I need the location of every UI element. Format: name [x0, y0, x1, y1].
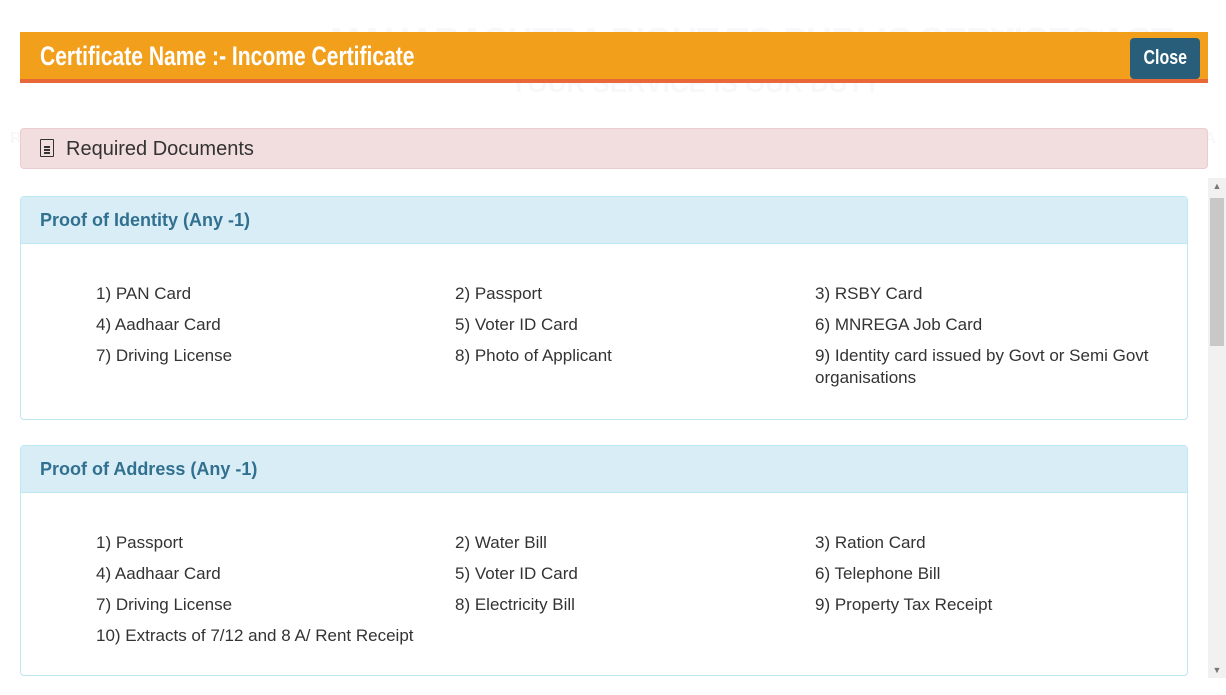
required-documents-label: Required Documents [66, 138, 254, 160]
document-list: 1) PAN Card 2) Passport 3) RSBY Card 4) … [96, 283, 1176, 389]
list-item: 6) Telephone Bill [815, 564, 941, 583]
required-documents-header: Required Documents [20, 128, 1208, 169]
list-item: 3) RSBY Card [815, 284, 923, 303]
list-item: 5) Voter ID Card [455, 315, 578, 334]
list-item: 5) Voter ID Card [455, 564, 578, 583]
list-item: 4) Aadhaar Card [96, 564, 221, 583]
close-button[interactable]: Close [1130, 38, 1200, 79]
panel-title: Proof of Identity (Any -1) [40, 210, 250, 230]
list-item: 2) Passport [455, 284, 542, 303]
list-item: 7) Driving License [96, 595, 233, 614]
proof-of-identity-panel: Proof of Identity (Any -1) 1) PAN Card 2… [20, 196, 1188, 420]
list-item: 8) Electricity Bill [455, 595, 575, 614]
list-item: 3) Ration Card [815, 533, 926, 552]
panel-heading: Proof of Address (Any -1) [21, 446, 1187, 493]
list-item: 6) MNREGA Job Card [815, 315, 983, 334]
scroll-up-icon[interactable]: ▲ [1212, 181, 1222, 191]
modal-scrollbar[interactable]: ▲ ▼ [1208, 178, 1226, 678]
modal-title: Certificate Name :- Income Certificate [40, 41, 415, 71]
scrollbar-thumb[interactable] [1210, 198, 1224, 346]
panel-title: Proof of Address (Any -1) [40, 459, 258, 479]
panel-heading: Proof of Identity (Any -1) [21, 197, 1187, 244]
list-item: 7) Driving License [96, 346, 233, 365]
list-item: 10) Extracts of 7/12 and 8 A/ Rent Recei… [96, 626, 414, 645]
document-icon [40, 139, 54, 157]
list-item: 4) Aadhaar Card [96, 315, 221, 334]
list-item: 1) Passport [96, 533, 183, 552]
scroll-down-icon[interactable]: ▼ [1212, 665, 1222, 675]
list-item: 2) Water Bill [455, 533, 547, 552]
list-item: 9) Identity card issued by Govt or Semi … [815, 346, 1149, 387]
list-item: 8) Photo of Applicant [455, 346, 612, 365]
modal-header: Certificate Name :- Income Certificate C… [20, 32, 1208, 83]
list-item: 1) PAN Card [96, 284, 192, 303]
proof-of-address-panel: Proof of Address (Any -1) 1) Passport 2)… [20, 445, 1188, 676]
document-list: 1) Passport 2) Water Bill 3) Ration Card… [96, 532, 1176, 647]
list-item: 9) Property Tax Receipt [815, 595, 993, 614]
